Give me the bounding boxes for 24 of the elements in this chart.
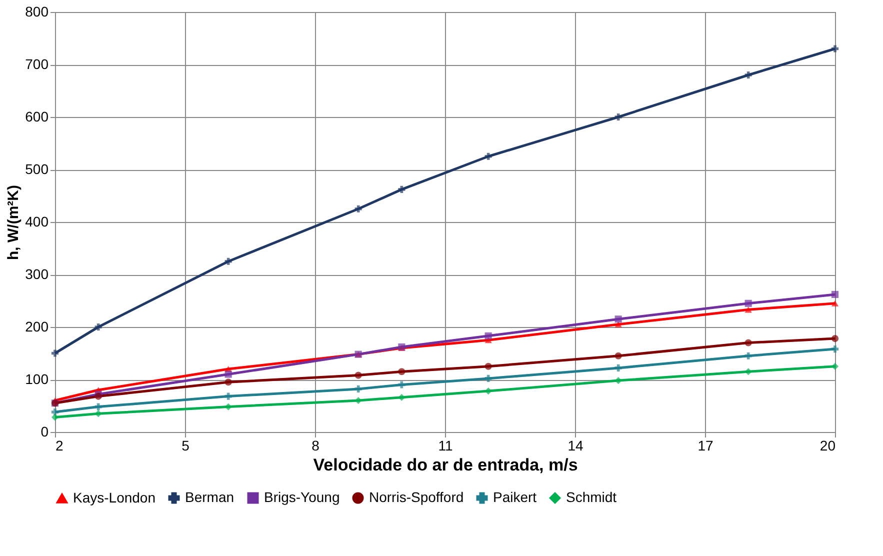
legend-label: Paikert [493, 489, 537, 505]
x-tick-label: 8 [312, 438, 320, 454]
y-axis-title: h, W/(m²K) [5, 185, 22, 260]
y-tick-label: 300 [25, 266, 49, 282]
legend-label: Brigs-Young [264, 489, 340, 505]
x-tick-label: 2 [56, 438, 64, 454]
x-tick-label: 20 [820, 438, 836, 454]
legend-label: Kays-London [73, 489, 156, 506]
y-tick-label: 800 [25, 4, 49, 20]
x-tick-label: 5 [182, 438, 190, 454]
y-tick-label: 100 [25, 371, 49, 387]
y-tick-label: 500 [25, 161, 49, 177]
x-tick-label: 11 [438, 438, 453, 454]
y-tick-label: 200 [25, 318, 49, 334]
y-tick-label: 700 [25, 56, 49, 72]
y-tick-label: 600 [25, 108, 49, 124]
legend-label: Berman [185, 489, 234, 505]
x-tick-label: 14 [568, 438, 584, 454]
x-tick-label: 17 [698, 438, 714, 454]
y-tick-label: 400 [25, 214, 49, 230]
legend-label: Norris-Spofford [369, 489, 464, 505]
x-axis-title: Velocidade do ar de entrada, m/s [313, 456, 578, 474]
y-tick-label: 0 [40, 424, 49, 440]
legend-label: Schmidt [566, 489, 617, 505]
